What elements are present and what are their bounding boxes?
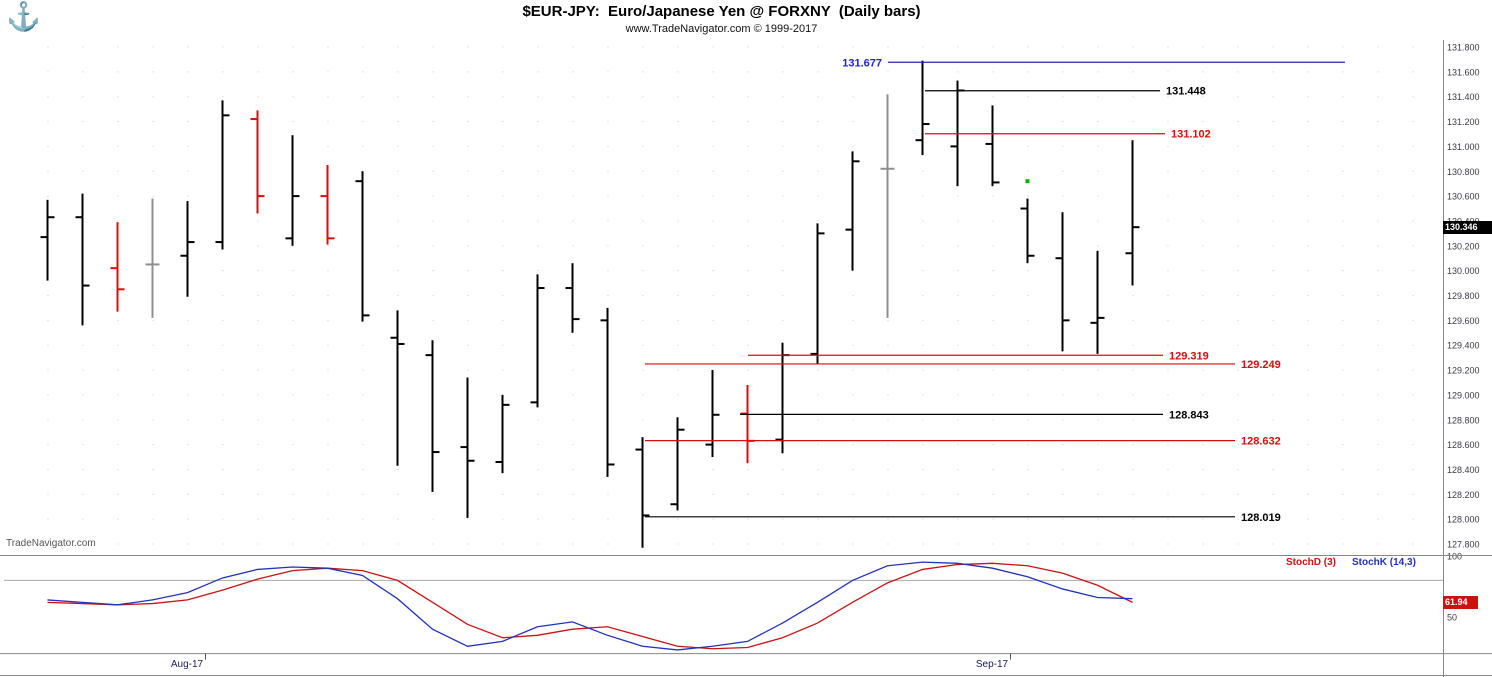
price-axis-label: 129.200 — [1447, 366, 1480, 376]
signal-marker — [1025, 179, 1030, 184]
price-axis-label: 128.200 — [1447, 490, 1480, 500]
price-axis-label: 128.600 — [1447, 440, 1480, 450]
tradenavigator-anchor-icon: ⚓ — [6, 1, 41, 32]
price-level-label: 131.677 — [842, 57, 882, 69]
stoch-value-badge: 61.94 — [1443, 596, 1478, 609]
price-level-label: 128.632 — [1241, 436, 1281, 448]
watermark-text: TradeNavigator.com — [6, 538, 96, 549]
price-axis-label: 128.800 — [1447, 415, 1480, 425]
price-axis-label: 129.800 — [1447, 291, 1480, 301]
x-axis-label-aug: Aug-17 — [170, 659, 204, 670]
chart-title: $EUR-JPY: Euro/Japanese Yen @ FORXNY (Da… — [522, 3, 921, 20]
price-axis-label: 129.400 — [1447, 341, 1480, 351]
stochk-legend-label[interactable]: StochK (14,3) — [1352, 557, 1416, 568]
price-axis-label: 131.000 — [1447, 142, 1480, 152]
stoch-axis-label: 50 — [1447, 613, 1457, 623]
price-level-label: 128.019 — [1241, 512, 1281, 524]
stoch-axis-label: 100 — [1447, 552, 1462, 562]
price-level-label: 128.843 — [1169, 409, 1209, 421]
stochk-line — [47, 561, 1133, 651]
last-price-badge: 130.346 — [1443, 221, 1492, 234]
price-axis-label: 131.600 — [1447, 67, 1480, 77]
chart-subtitle: www.TradeNavigator.com © 1999-2017 — [625, 23, 818, 35]
price-axis-label: 127.800 — [1447, 540, 1480, 550]
price-axis-label: 130.600 — [1447, 192, 1480, 202]
price-level-label: 131.448 — [1166, 86, 1206, 98]
price-axis-label: 129.600 — [1447, 316, 1480, 326]
price-axis-label: 131.400 — [1447, 92, 1480, 102]
price-level-label: 129.249 — [1241, 359, 1281, 371]
price-axis-label: 130.800 — [1447, 167, 1480, 177]
stochd-line — [47, 562, 1133, 650]
price-level-label: 131.102 — [1171, 129, 1211, 141]
stochd-legend-label[interactable]: StochD (3) — [1286, 557, 1336, 568]
price-axis-label: 128.000 — [1447, 515, 1480, 525]
price-axis-label: 130.000 — [1447, 266, 1480, 276]
price-level-label: 129.319 — [1169, 350, 1209, 362]
price-axis-label: 131.800 — [1447, 43, 1480, 53]
price-axis-label: 130.200 — [1447, 241, 1480, 251]
price-axis-label: 131.200 — [1447, 117, 1480, 127]
price-axis-label: 128.400 — [1447, 465, 1480, 475]
price-axis-label: 129.000 — [1447, 390, 1480, 400]
x-axis-label-sep: Sep-17 — [975, 659, 1009, 670]
